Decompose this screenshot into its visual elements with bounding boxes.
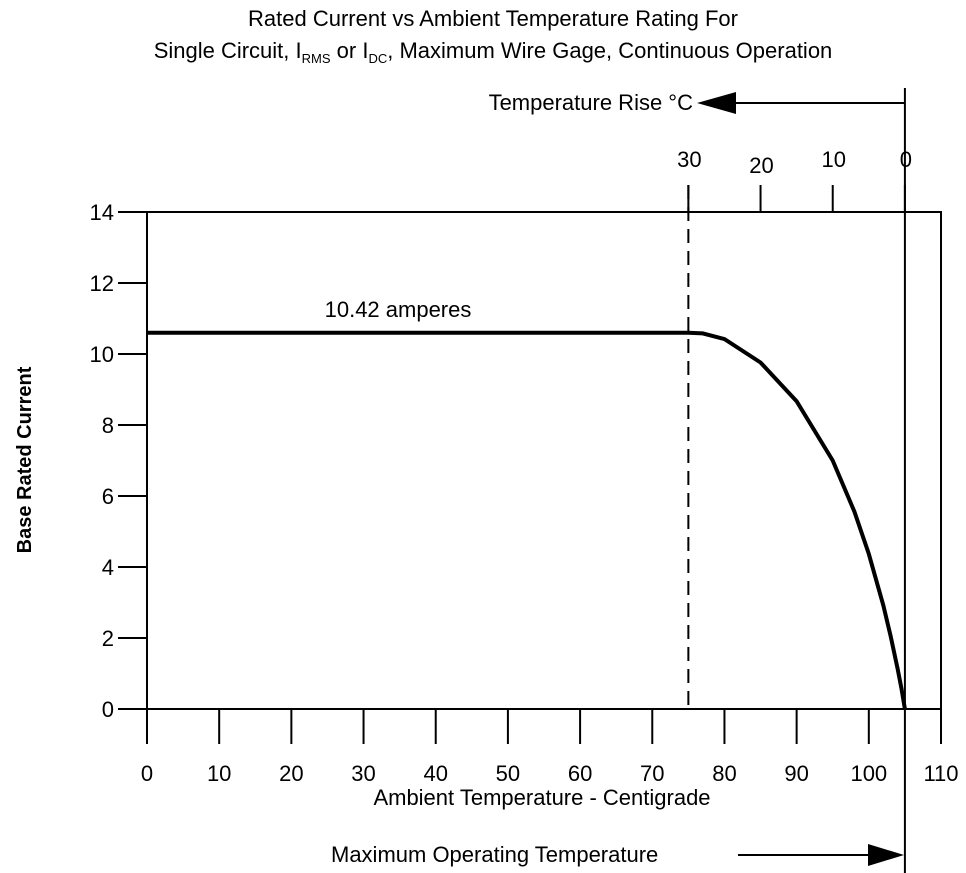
title-suffix: , Maximum Wire Gage, Continuous Operatio…	[387, 38, 832, 63]
temperature-rise-arrowhead	[697, 92, 736, 114]
y-tick-label: 6	[102, 484, 114, 509]
x-tick-label: 80	[712, 761, 736, 786]
x-tick-label: 20	[279, 761, 303, 786]
x-tick-label: 110	[923, 761, 958, 786]
y-axis-ticks: 0 2 4 6 8 10 12 14	[90, 200, 147, 722]
y-tick-label: 10	[90, 342, 114, 367]
temperature-rise-label: Temperature Rise °C	[489, 90, 694, 115]
x-tick-label: 0	[141, 761, 153, 786]
x-tick-label: 30	[351, 761, 375, 786]
title-sub-dc: DC	[368, 51, 387, 66]
top-tick-label: 20	[749, 153, 773, 178]
x-tick-label: 10	[207, 761, 231, 786]
top-tick-label: 10	[821, 147, 845, 172]
title-prefix: Single Circuit, I	[154, 38, 302, 63]
x-tick-label: 90	[784, 761, 808, 786]
curve-label: 10.42 amperes	[325, 297, 472, 322]
x-tick-label: 50	[496, 761, 520, 786]
y-tick-label: 4	[102, 555, 114, 580]
top-tick-label: 30	[677, 147, 701, 172]
series-line	[147, 330, 907, 710]
y-axis-label: Base Rated Current	[14, 366, 36, 553]
chart-title-line2: Single Circuit, IRMS or IDC, Maximum Wir…	[154, 38, 833, 66]
y-tick-label: 8	[102, 413, 114, 438]
top-axis-ticks: 3020100	[677, 147, 912, 212]
y-tick-label: 2	[102, 626, 114, 651]
title-sub-rms: RMS	[302, 51, 331, 66]
x-tick-label: 100	[850, 761, 887, 786]
x-tick-label: 70	[640, 761, 664, 786]
x-axis-label: Ambient Temperature - Centigrade	[373, 785, 710, 810]
chart-title-line1: Rated Current vs Ambient Temperature Rat…	[248, 6, 738, 31]
y-tick-label: 0	[102, 697, 114, 722]
max-temperature-arrowhead	[868, 844, 904, 866]
y-tick-label: 14	[90, 200, 114, 225]
y-tick-label: 12	[90, 271, 114, 296]
title-middle: or I	[331, 38, 369, 63]
max-temperature-label: Maximum Operating Temperature	[331, 842, 658, 867]
x-axis-ticks: 0 10 20 30 40 50 60 70 80 90 100 110	[141, 709, 959, 786]
plot-frame	[146, 211, 942, 710]
x-tick-label: 60	[568, 761, 592, 786]
x-tick-label: 40	[423, 761, 447, 786]
